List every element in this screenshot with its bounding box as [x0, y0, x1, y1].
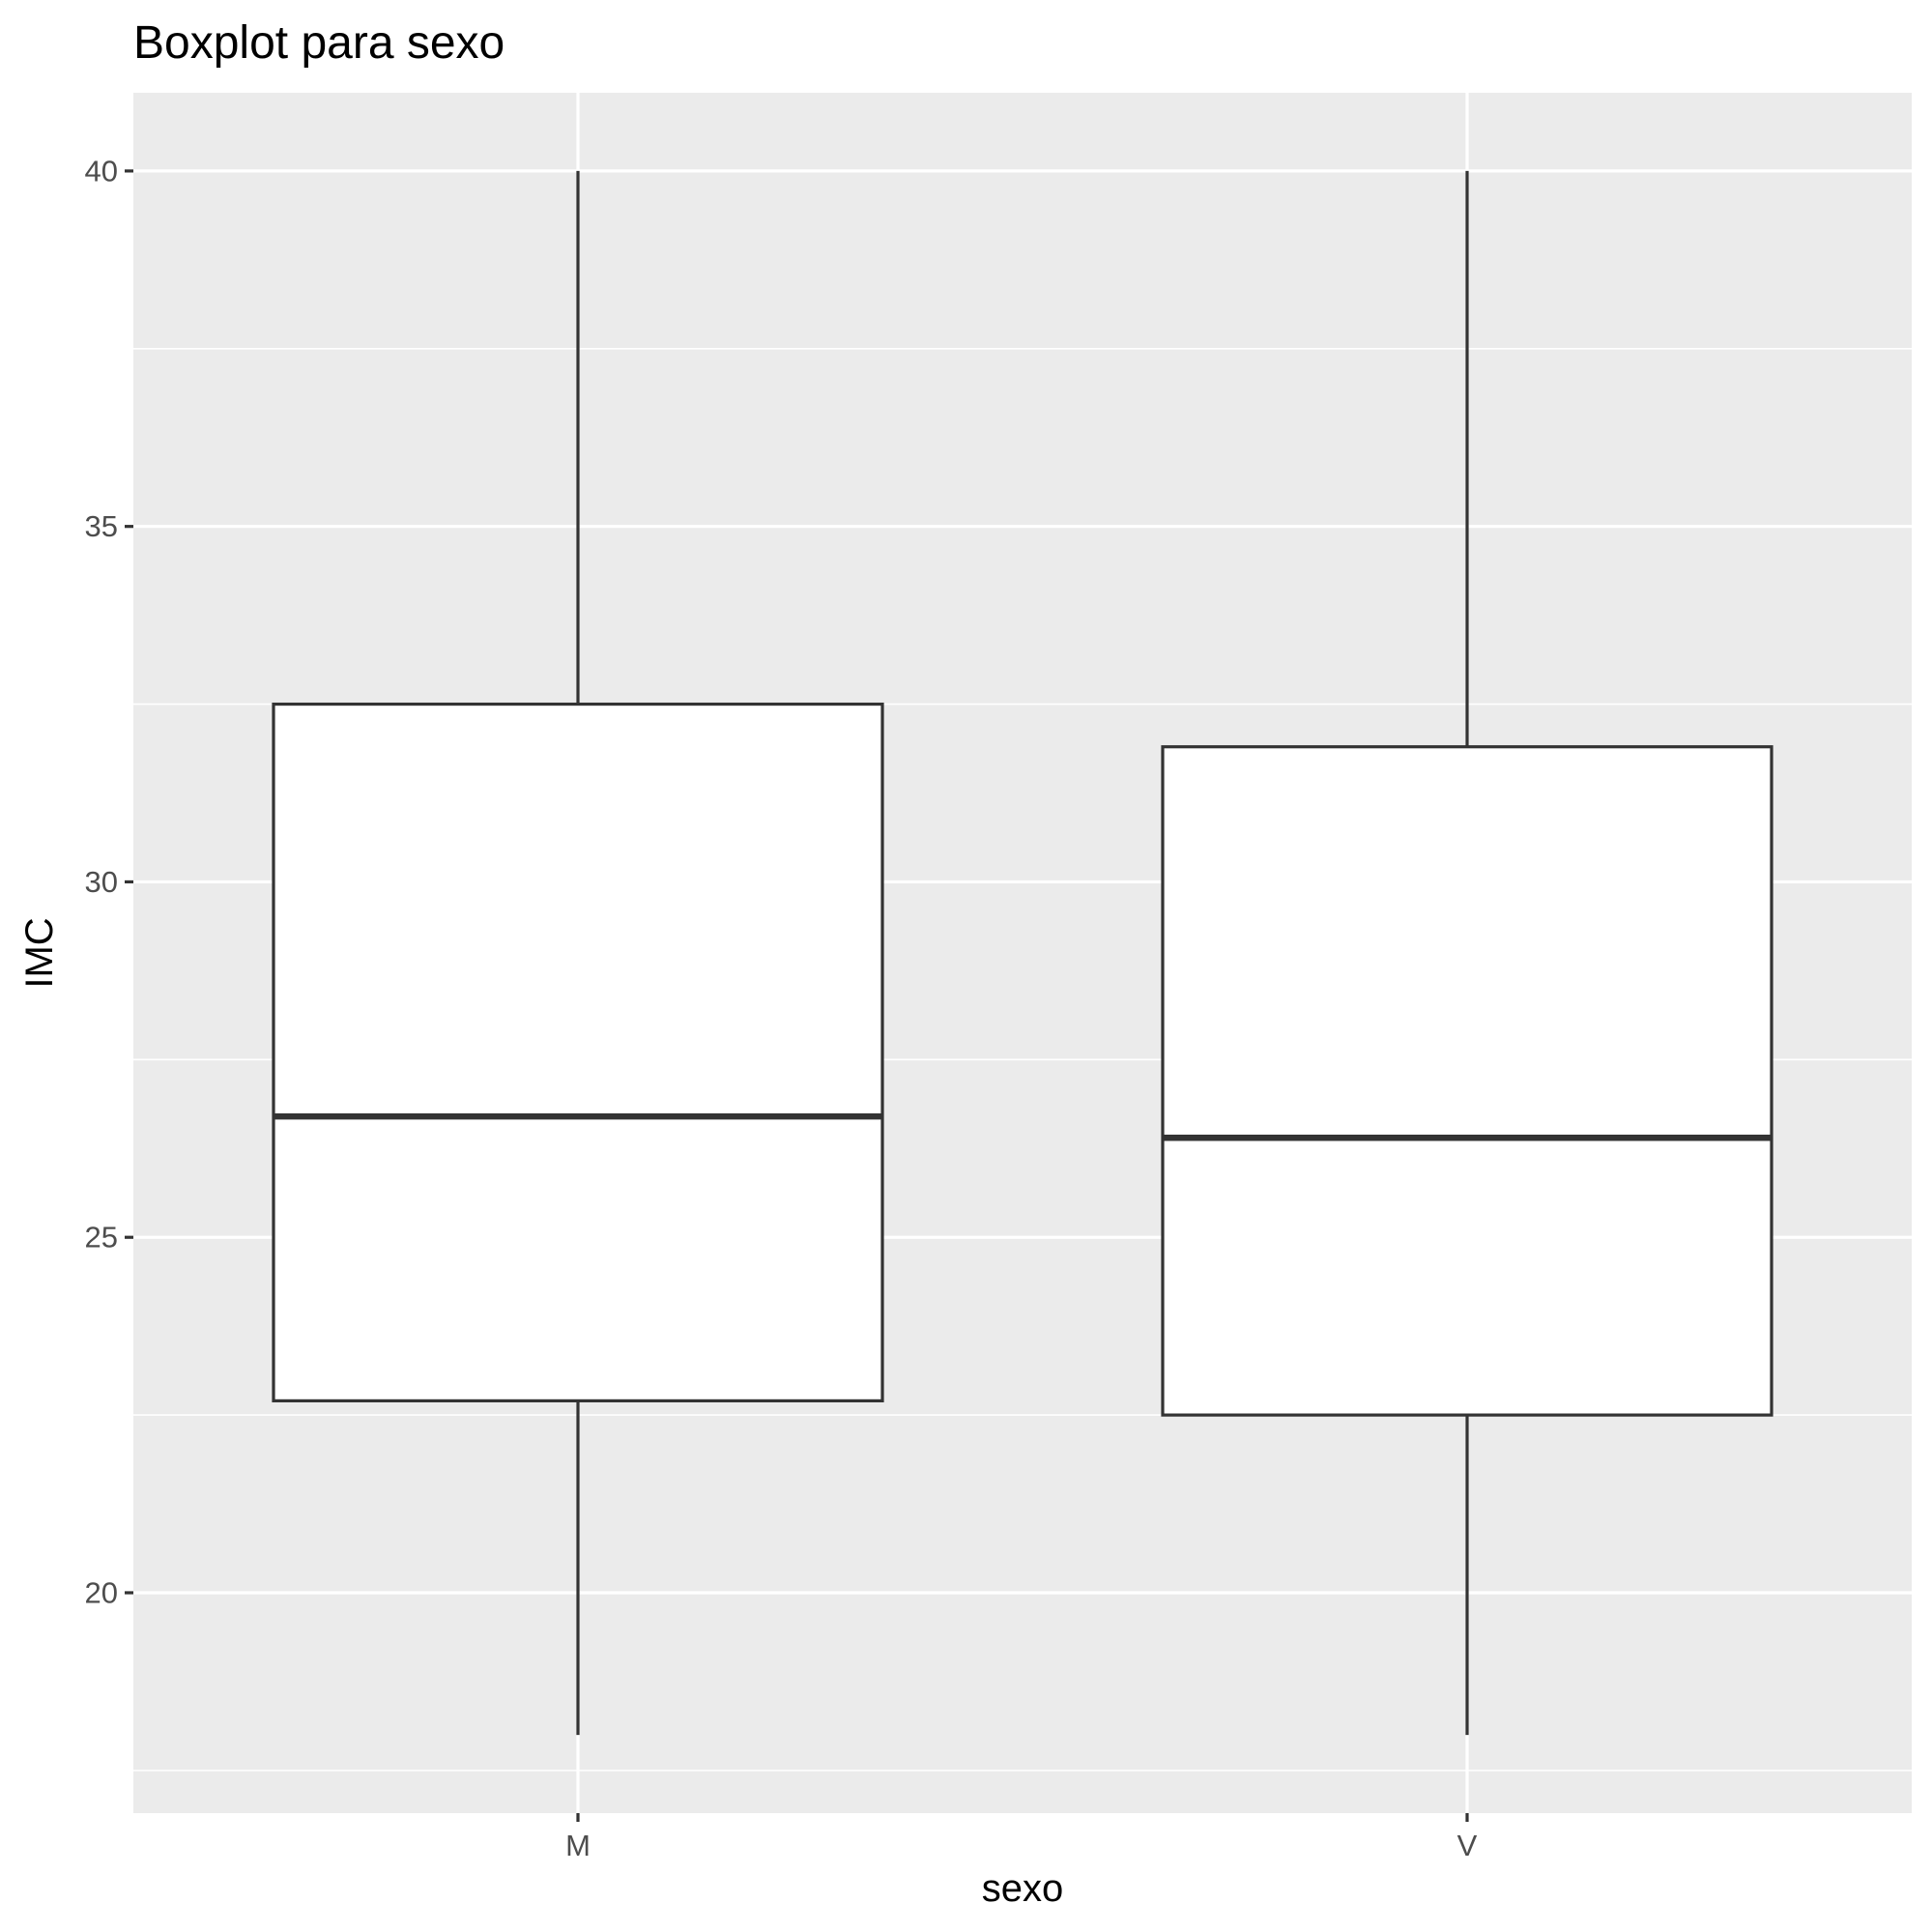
chart-title: Boxplot para sexo [133, 17, 505, 69]
y-tick-label: 35 [85, 509, 118, 543]
y-tick-label: 20 [85, 1575, 118, 1609]
y-axis: 20 25 30 35 40 [85, 154, 133, 1609]
box-M [272, 170, 884, 1736]
box-iqr [272, 702, 884, 1402]
y-axis-title: IMC [18, 917, 61, 988]
y-tick-label: 30 [85, 865, 118, 899]
y-tick-label: 40 [85, 154, 118, 187]
box-V [1161, 170, 1773, 1736]
boxes [272, 170, 1773, 1736]
x-tick-label: V [1457, 1829, 1478, 1862]
x-axis-title: sexo [982, 1867, 1064, 1910]
x-tick-label: M [565, 1829, 591, 1862]
box-iqr [1161, 745, 1773, 1417]
y-tick-label: 25 [85, 1221, 118, 1254]
